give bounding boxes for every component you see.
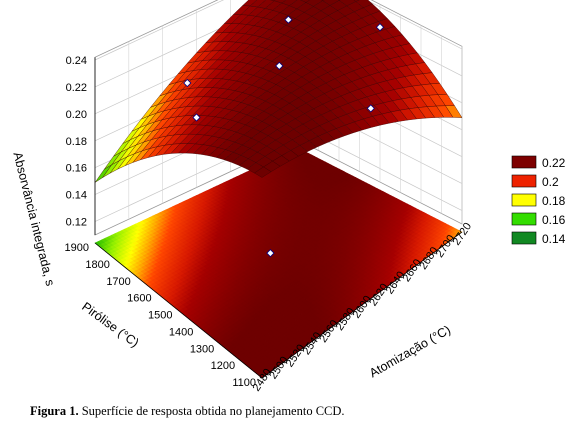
x-tick-label: 1400 bbox=[169, 326, 193, 338]
figure-caption: Figura 1. Superfície de resposta obtida … bbox=[30, 404, 345, 419]
x-tick-label: 1300 bbox=[190, 343, 214, 355]
x-tick-label: 1500 bbox=[148, 310, 172, 322]
z-tick-label: 0.16 bbox=[66, 163, 87, 175]
x-tick-label: 1800 bbox=[85, 259, 109, 271]
z-tick-label: 0.14 bbox=[66, 190, 87, 202]
x-axis-label: Pirólise (°C) bbox=[79, 299, 141, 350]
z-tick-label: 0.22 bbox=[66, 82, 87, 94]
legend-label: 0.16 bbox=[542, 213, 566, 227]
response-surface-chart: 0.120.140.160.180.200.220.24110012001300… bbox=[10, 0, 566, 394]
legend-label: 0.22 bbox=[542, 156, 566, 170]
z-tick-label: 0.18 bbox=[66, 136, 87, 148]
z-tick-label: 0.12 bbox=[66, 217, 87, 229]
legend-swatch bbox=[511, 174, 537, 188]
y-axis-label: Atomização (°C) bbox=[367, 323, 453, 381]
y-tick-label: 2720 bbox=[451, 221, 475, 248]
x-tick-label: 1900 bbox=[65, 242, 89, 254]
legend-label: 0.14 bbox=[542, 232, 566, 246]
legend-swatch bbox=[511, 231, 537, 245]
legend-label: 0.18 bbox=[542, 194, 566, 208]
figure-caption-text: Superfície de resposta obtida no planeja… bbox=[81, 404, 345, 418]
legend-swatch bbox=[511, 212, 537, 226]
x-tick-label: 1200 bbox=[211, 360, 235, 372]
figure-caption-label: Figura 1. bbox=[30, 404, 79, 418]
legend-swatch bbox=[511, 155, 537, 169]
legend: 0.22 0.2 0.18 0.16 0.14 bbox=[511, 155, 566, 246]
z-tick-label: 0.20 bbox=[66, 109, 87, 121]
contour-floor bbox=[94, 147, 463, 379]
x-tick-label: 1700 bbox=[106, 276, 130, 288]
z-axis-label: Absorvância integrada, s bbox=[10, 151, 57, 288]
x-tick-label: 1600 bbox=[127, 293, 151, 305]
legend-label: 0.2 bbox=[542, 175, 559, 189]
z-tick-label: 0.24 bbox=[66, 55, 87, 67]
legend-swatch bbox=[511, 193, 537, 207]
